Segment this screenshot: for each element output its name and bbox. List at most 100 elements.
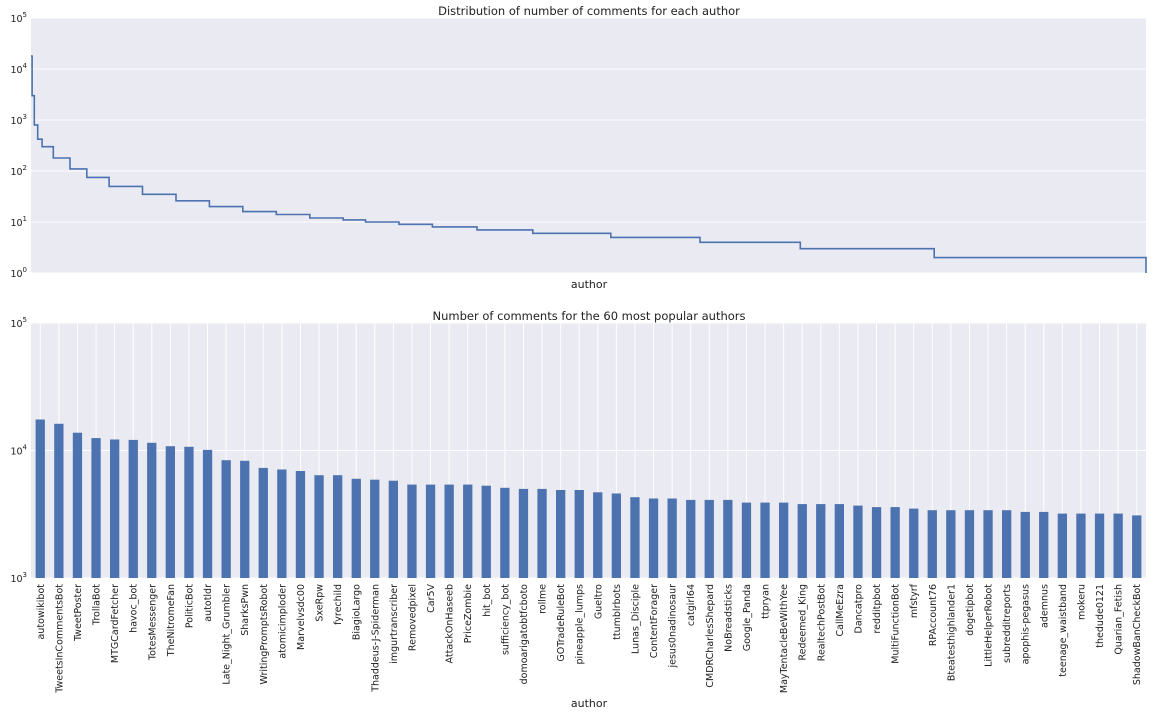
x-tick-label: Redeemed_King [798, 584, 809, 661]
x-tick-label: SxeRpw [315, 584, 326, 622]
x-tick-label: ttpryan [761, 584, 772, 619]
bar-multifunctionbot [890, 507, 900, 578]
bar-shadowbancheckbot [1132, 515, 1142, 578]
bar-autotldr [202, 449, 213, 578]
bar-late-night-grumbler [221, 460, 231, 578]
x-tick-label: PoliticBot [185, 584, 196, 628]
x-tick-label: Late_Night_Grumbler [222, 584, 233, 685]
x-tick-label: Google_Panda [742, 584, 753, 651]
x-tick-label: MultiFunctionBot [891, 584, 902, 664]
x-tick-label: imgurtranscriber [389, 584, 400, 664]
bar-realtechpostbot [816, 504, 826, 578]
x-tick-label: GOTradeRuleBot [556, 584, 567, 662]
x-tick-label: ShadowBanCheckBot [1132, 584, 1143, 685]
y-tick-exponent: 3 [23, 571, 27, 579]
bar-contentforager [648, 498, 659, 578]
x-tick-label: CMDRCharlesShepard [705, 584, 716, 688]
bar-politicbot [184, 446, 194, 578]
bar-havoc-bot [128, 439, 138, 578]
bar-mokeru [1076, 513, 1086, 578]
distribution-x-axis-label: author [571, 278, 608, 291]
x-tick-label: dogetipbot [965, 584, 976, 636]
x-tick-label: Marvelvsdc00 [296, 584, 307, 650]
bar-sufficiency-bot [500, 487, 510, 578]
bar-littlehelperrobot [983, 510, 993, 578]
x-tick-label: ContentForager [649, 584, 660, 658]
bar-ttpryan [760, 502, 770, 578]
x-tick-label: rollme [538, 584, 549, 614]
distribution-gridlines [31, 17, 1146, 274]
x-tick-label: Thaddeus-J-Spiderman [370, 584, 381, 693]
bar-quarian-fetish [1113, 513, 1123, 578]
bar-mtgcardfetcher [110, 439, 120, 578]
x-tick-label: teenage_waistband [1058, 584, 1069, 677]
bar-hit-bot [481, 485, 491, 578]
x-tick-label: SharksPwn [240, 584, 251, 636]
x-tick-label: thedude0121 [1095, 584, 1106, 648]
x-tick-label: catgirl64 [686, 584, 697, 626]
bar-apophis-pegasus [1020, 511, 1030, 578]
bar-subredditreports [1002, 510, 1012, 578]
x-tick-label: TheNitromeFan [166, 584, 177, 657]
bar-fyrechild [333, 475, 343, 578]
x-tick-label: PriceZombie [463, 584, 474, 643]
y-tick-base: 10 [10, 218, 22, 229]
x-tick-label: MTGCardFetcher [110, 584, 121, 663]
bar-sharkspwn [240, 460, 250, 578]
x-tick-label: mokeru [1077, 584, 1088, 620]
x-tick-label: TotesMessenger [147, 584, 158, 661]
y-tick-exponent: 5 [23, 11, 27, 19]
x-tick-label: pineapple_lumps [575, 584, 586, 665]
bar-removedpixel [407, 484, 417, 578]
x-tick-label: MayTentacleBeWithYee [779, 584, 790, 693]
bar-thedude0121 [1094, 513, 1105, 578]
bar-cmdrcharlesshepard [704, 499, 714, 578]
bar-lunas-disciple [630, 497, 640, 578]
bar-pricezombie [463, 484, 473, 578]
x-tick-label: autotldr [203, 584, 214, 622]
bar-rpaccount76 [927, 510, 937, 578]
bar-car5v [425, 484, 436, 578]
bar-pineapple-lumps [574, 490, 584, 578]
y-tick-label: 101 [10, 215, 27, 229]
x-tick-label: WritingPromptsRobot [259, 584, 270, 685]
bar-maytentaclebewithyee [779, 502, 789, 578]
bar-google-panda [741, 502, 752, 578]
bar-rollme [537, 488, 547, 578]
x-tick-label: hit_bot [482, 584, 493, 617]
bar-catgirl64 [686, 499, 696, 578]
bar-marvelvsdc00 [295, 471, 306, 578]
bar-ttumblrbots [611, 493, 621, 578]
bar-nobreadsticks [723, 499, 733, 578]
bar-gueltro [593, 492, 603, 578]
x-tick-label: LittleHelperRobot [984, 584, 995, 667]
bar-totesmessenger [147, 442, 157, 578]
bar-redditpbot [871, 507, 882, 578]
x-tick-label: Bteatesthighlander1 [946, 584, 957, 681]
y-tick-label: 105 [10, 316, 27, 330]
y-tick-exponent: 2 [23, 164, 27, 172]
bar-biagiolargo [351, 478, 361, 578]
x-tick-label: havoc_bot [129, 584, 140, 633]
x-tick-label: fyrechild [333, 584, 344, 625]
y-tick-exponent: 0 [23, 266, 27, 274]
y-tick-label: 104 [10, 444, 27, 458]
x-tick-label: redditpbot [872, 584, 883, 634]
bar-bteatesthighlander1 [946, 510, 956, 578]
bar-writingpromptsrobot [258, 467, 268, 578]
y-tick-exponent: 1 [23, 215, 27, 223]
x-tick-label: ttumblrbots [612, 584, 623, 640]
y-tick-base: 10 [10, 574, 22, 585]
y-tick-base: 10 [10, 319, 22, 330]
y-tick-exponent: 4 [23, 62, 28, 70]
x-tick-label: Lunas_Disciple [631, 584, 642, 654]
x-tick-label: subredditreports [1002, 584, 1013, 663]
bar-sxerpw [314, 475, 324, 578]
x-tick-label: autowikibot [36, 584, 47, 640]
y-tick-label: 103 [10, 113, 27, 127]
x-tick-label: AttackOnHaseeb [445, 584, 456, 663]
bar-tweetposter [72, 432, 83, 578]
x-tick-label: Gueltro [593, 584, 604, 619]
